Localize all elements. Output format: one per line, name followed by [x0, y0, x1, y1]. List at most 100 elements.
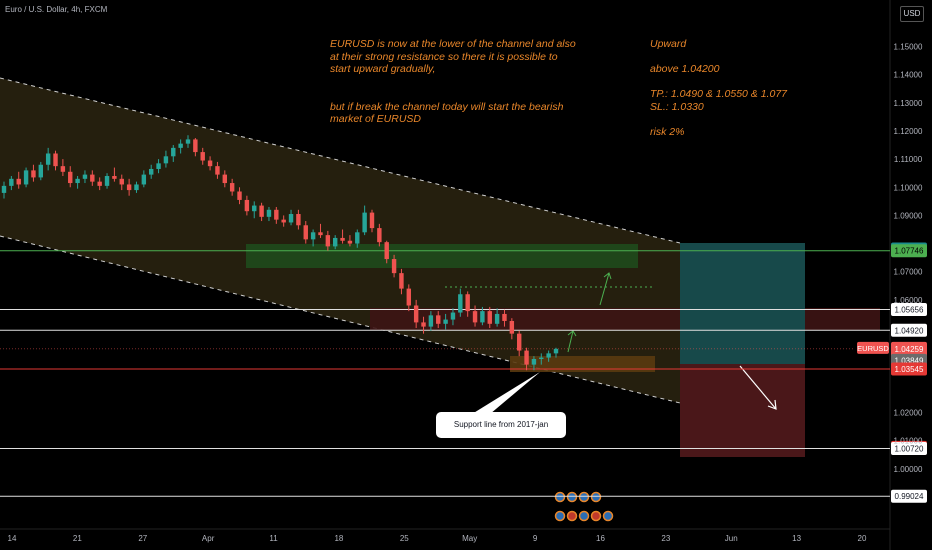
price-tag-1	[891, 244, 927, 258]
candle-body	[244, 199, 250, 212]
support-zone-orange[interactable]	[510, 356, 655, 372]
candle-body	[369, 212, 375, 229]
x-tick-7: May	[462, 534, 477, 543]
candle-body	[45, 153, 51, 165]
down-arrow	[739, 365, 777, 410]
candle-body	[222, 174, 228, 184]
candle-body	[546, 353, 551, 358]
candle-body	[178, 143, 183, 148]
candle-body	[428, 315, 434, 327]
x-tick-13: 20	[858, 534, 867, 543]
y-tick-3: 1.12000	[894, 127, 923, 136]
up-arrow-1	[567, 330, 574, 353]
candle-body	[266, 209, 272, 217]
y-tick-5: 1.10000	[894, 183, 923, 192]
currency-label[interactable]: USD	[900, 6, 924, 22]
x-tick-0: 14	[8, 534, 17, 543]
symbol-tag-label: EURUSD	[857, 344, 889, 353]
candle-body	[494, 313, 500, 324]
price-tag-label-5: 1.03849	[895, 356, 924, 365]
price-levels	[0, 250, 890, 497]
candle-body	[340, 237, 345, 241]
economic-events-icons[interactable]	[554, 491, 614, 522]
symbol-tag	[857, 341, 889, 354]
candle-body	[185, 139, 191, 144]
up-arrow-1-head	[567, 330, 577, 337]
candle-body	[531, 358, 537, 365]
candle-body	[413, 305, 419, 323]
candle-body	[112, 176, 117, 179]
candle-body	[31, 170, 36, 178]
candle-body	[193, 139, 198, 153]
candle-body	[38, 164, 44, 178]
candle-body	[553, 348, 559, 354]
candle-body	[288, 214, 294, 223]
candle-body	[458, 294, 463, 313]
candle-body	[126, 184, 132, 191]
candle-body	[148, 168, 154, 175]
candle-body	[480, 311, 485, 323]
candle-body	[303, 225, 308, 240]
candle-body	[539, 357, 544, 359]
down-arrow-head	[767, 399, 777, 410]
analysis-note-left: EURUSD is now at the lower of the channe…	[330, 38, 576, 125]
candle-body	[450, 312, 456, 320]
target-zone[interactable]	[680, 243, 805, 364]
candle-body	[296, 214, 301, 226]
stop-zone[interactable]	[680, 364, 805, 457]
candle-body	[318, 232, 323, 236]
candle-body	[134, 184, 139, 191]
x-tick-2: 27	[138, 534, 147, 543]
y-tick-4: 1.11000	[894, 155, 923, 164]
time-axis[interactable]: 14 21 27 Apr 11 18 25 May 9 16 23 Jun 13 20	[8, 534, 867, 543]
up-arrow-2-head	[603, 272, 612, 280]
candle-body	[82, 174, 88, 179]
y-tick-0: 1.15000	[894, 43, 923, 52]
y-tick-7: 1.07000	[894, 268, 923, 277]
candle-body	[281, 219, 286, 223]
candle-body	[325, 235, 331, 247]
candle-body	[119, 178, 124, 185]
y-tick-6: 1.09000	[894, 211, 923, 220]
price-tag-label-2: 1.05656	[895, 306, 924, 315]
candle-body	[141, 174, 147, 185]
x-tick-9: 16	[596, 534, 605, 543]
candle-body	[399, 273, 404, 289]
support-callout[interactable]: Support line from 2017-jan	[436, 412, 566, 438]
candle-body	[406, 288, 412, 306]
candle-body	[524, 350, 529, 365]
x-tick-10: 23	[661, 534, 670, 543]
candle-body	[215, 166, 220, 175]
price-axis[interactable]: 1.078071.077461.056561.049201.0425901:13…	[857, 43, 927, 503]
candle-body	[237, 191, 242, 200]
candle-body	[97, 181, 102, 186]
candle-body	[23, 170, 29, 185]
candle-body	[252, 205, 257, 212]
x-tick-8: 9	[533, 534, 538, 543]
candle-body	[421, 322, 426, 327]
price-tag-9	[891, 489, 927, 503]
candle-body	[104, 176, 110, 186]
candle-body	[53, 153, 58, 167]
candle-body	[259, 205, 264, 217]
y-tick-9: 1.02000	[894, 408, 923, 417]
candle-body	[200, 152, 205, 161]
resistance-zone-green[interactable]	[246, 244, 638, 268]
candle-body	[377, 228, 382, 243]
candle-body	[347, 240, 353, 244]
price-tag-label-3: 1.04920	[895, 326, 924, 335]
candle-body	[391, 259, 397, 274]
candle-body	[310, 232, 316, 240]
price-tag-label-9: 0.99024	[895, 492, 924, 501]
candle-body	[60, 166, 66, 172]
y-tick-11: 1.00000	[894, 465, 923, 474]
price-tag-6	[891, 362, 927, 376]
analysis-note-right: Upward above 1.04200 TP.: 1.0490 & 1.055…	[650, 38, 787, 138]
y-tick-2: 1.13000	[894, 99, 923, 108]
y-tick-10: 1.01000	[894, 437, 923, 446]
candle-body	[502, 313, 507, 321]
candle-body	[171, 147, 176, 157]
callout-tail	[472, 372, 540, 414]
y-tick-8: 1.06000	[894, 296, 923, 305]
